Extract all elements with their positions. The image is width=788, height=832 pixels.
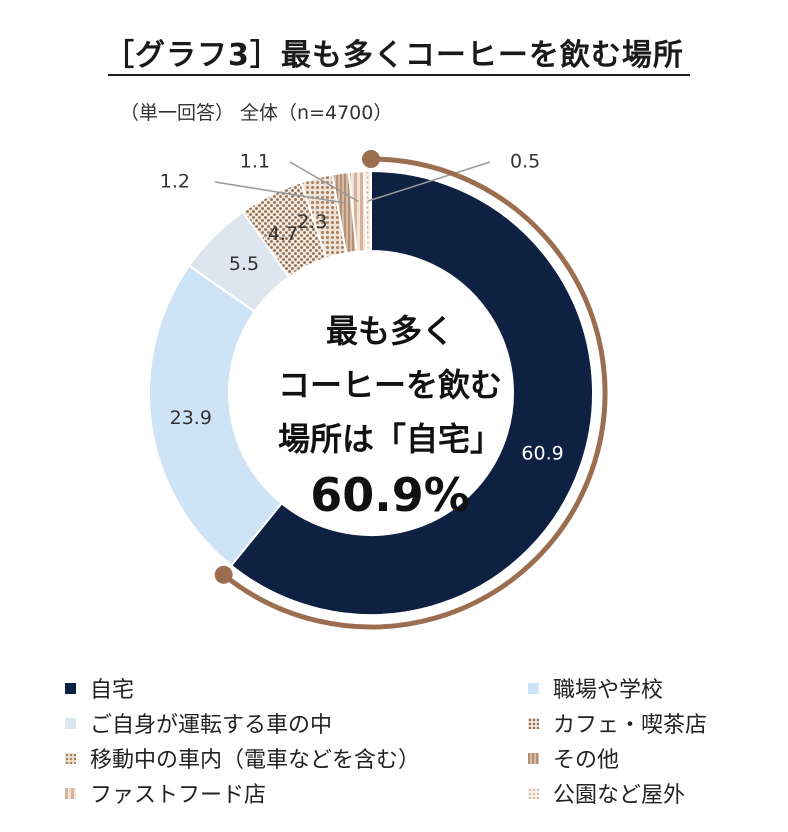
- legend-item-cafe: カフェ・喫茶店: [528, 707, 707, 739]
- legend-item-fastfood: ファストフード店: [65, 777, 266, 809]
- legend-label-transit: 移動中の車内（電車などを含む）: [90, 748, 421, 773]
- center-text-line-2: コーヒーを飲む: [277, 366, 502, 404]
- data-label-transit: 2.3: [297, 211, 327, 233]
- leader-line-other: [214, 181, 345, 204]
- highlight-arc-end-dot: [214, 565, 233, 584]
- legend-swatch-cafe: [528, 717, 539, 729]
- legend-label-cafe: カフェ・喫茶店: [553, 713, 708, 738]
- center-text-line-1: 最も多く: [325, 312, 454, 350]
- legend-label-park-outdoor: 公園など屋外: [553, 783, 686, 808]
- title-underline: [108, 74, 690, 76]
- legend-item-own-car: ご自身が運転する車の中: [65, 707, 332, 739]
- data-label-fastfood: 1.1: [240, 151, 270, 173]
- center-text-line-3: 場所は「自宅」: [277, 420, 502, 458]
- legend-swatch-home: [65, 682, 76, 694]
- leader-line-fastfood: [289, 161, 359, 203]
- legend-swatch-workplace: [528, 682, 539, 694]
- chart-title: ［グラフ3］最も多くコーヒーを飲む場所: [104, 38, 684, 73]
- data-label-park-outdoor: 0.5: [510, 151, 540, 173]
- legend-item-home: 自宅: [65, 672, 134, 704]
- data-label-cafe: 4.7: [268, 223, 298, 245]
- leader-line-park-outdoor: [367, 161, 491, 202]
- data-label-workplace: 23.9: [170, 407, 212, 429]
- legend-item-park-outdoor: 公園など屋外: [528, 777, 685, 809]
- donut-chart: 60.9 23.9 5.5 4.72.3 1.2 1.1 0.5: [148, 150, 608, 630]
- legend-item-other: その他: [528, 742, 619, 774]
- chart-subtitle: （単一回答） 全体（n=4700）: [120, 102, 393, 124]
- legend-swatch-own-car: [65, 717, 76, 729]
- slice-workplace: [148, 264, 284, 567]
- data-label-home: 60.9: [521, 442, 563, 464]
- legend-item-workplace: 職場や学校: [528, 672, 663, 704]
- slice-home: [229, 169, 594, 616]
- data-label-own-car: 5.5: [229, 253, 259, 275]
- highlight-arc: [222, 156, 608, 630]
- legend-swatch-fastfood: [65, 787, 76, 799]
- legend-label-workplace: 職場や学校: [553, 678, 664, 703]
- legend-swatch-other: [528, 752, 539, 764]
- legend-swatch-park-outdoor: [528, 787, 539, 799]
- slice-park-outdoor: [363, 169, 372, 253]
- center-text-percentage: 60.9%: [310, 468, 470, 522]
- legend-item-transit: 移動中の車内（電車などを含む）: [65, 742, 420, 774]
- legend-label-own-car: ご自身が運転する車の中: [90, 713, 333, 738]
- legend-label-other: その他: [553, 748, 620, 773]
- legend-swatch-transit: [65, 752, 76, 764]
- legend-label-fastfood: ファストフード店: [90, 783, 267, 808]
- data-label-other: 1.2: [160, 171, 190, 193]
- highlight-arc-start-dot: [362, 150, 380, 168]
- legend-label-home: 自宅: [90, 678, 135, 703]
